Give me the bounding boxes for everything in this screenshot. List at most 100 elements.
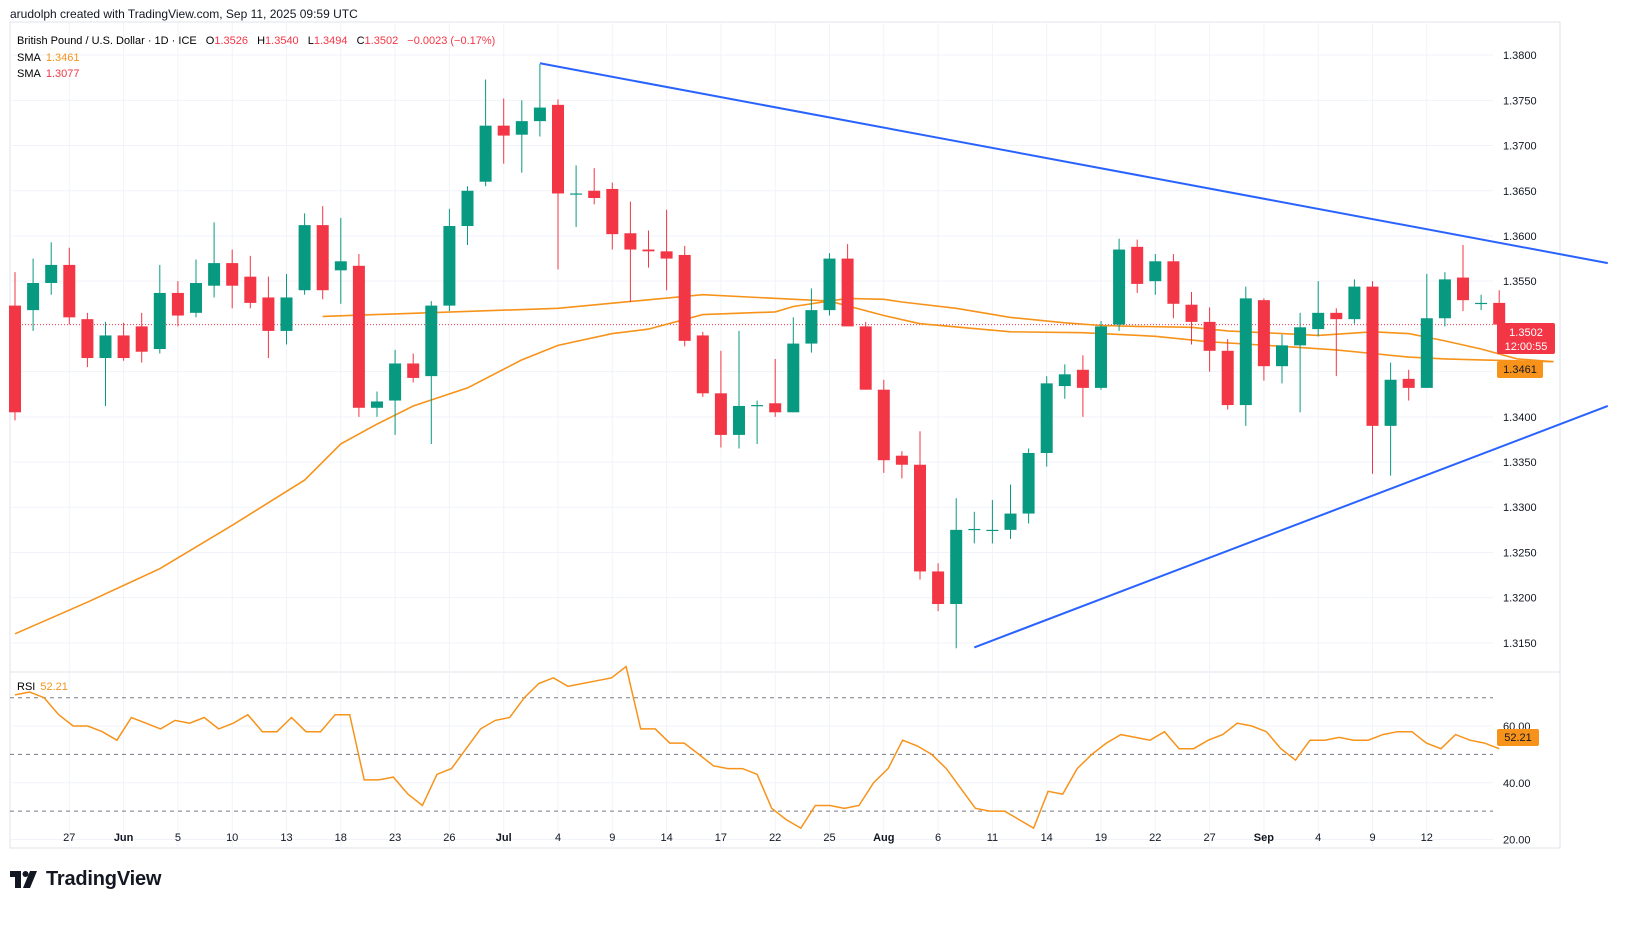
trendlines[interactable] (539, 62, 1609, 649)
candle (479, 79, 492, 187)
rsi-legend-value: 52.21 (40, 681, 68, 693)
candle-body (678, 254, 691, 341)
candle-body (443, 226, 456, 306)
candle-body (1203, 321, 1216, 351)
candle-body (950, 529, 963, 604)
time-tick-label: 10 (226, 832, 238, 844)
candle-body (262, 297, 275, 331)
candle (407, 353, 420, 383)
candle (1131, 239, 1144, 293)
candle-body (606, 188, 619, 235)
candle (986, 500, 999, 544)
candle (117, 322, 130, 361)
candle-body (1475, 302, 1488, 305)
upper-trendline (539, 62, 1608, 265)
tradingview-logo-icon (10, 870, 37, 888)
candle-body (1185, 304, 1198, 322)
time-tick-label: 14 (660, 832, 672, 844)
candle-body (1493, 302, 1506, 325)
candle-body (533, 107, 546, 122)
candle-body (1149, 261, 1162, 282)
candle-body (751, 405, 764, 407)
time-tick-label: 26 (443, 832, 455, 844)
candle (606, 182, 619, 250)
candle-body (570, 193, 583, 195)
candle (1348, 279, 1361, 324)
candle (1149, 254, 1162, 295)
time-tick-label: 18 (335, 832, 347, 844)
candle (1095, 320, 1107, 390)
candle-body (226, 263, 239, 286)
candle-body (1457, 277, 1469, 301)
legend-change: −0.0023 (−0.17%) (407, 35, 495, 47)
legend-sma2-value: 1.3077 (46, 68, 80, 80)
legend-line: British Pound / U.S. Dollar · 1D · ICE O… (17, 35, 495, 47)
candle (1438, 272, 1451, 327)
candle (1022, 448, 1035, 524)
candle (787, 317, 800, 413)
price-tick-label: 1.3800 (1503, 50, 1537, 62)
chart-frame (9, 21, 1561, 849)
candle (570, 165, 583, 227)
price-tick-label: 1.3200 (1503, 593, 1537, 605)
candle-body (841, 258, 854, 327)
candle-body (171, 292, 184, 316)
rsi-tick-label: 20.00 (1503, 834, 1531, 846)
candles (9, 64, 1506, 649)
candle-body (1113, 249, 1126, 325)
candle-body (624, 233, 637, 250)
tradingview-logo-text: TradingView (46, 868, 162, 890)
candle-body (190, 282, 202, 313)
candle-body (316, 225, 329, 291)
time-tick-label: Jul (496, 832, 512, 844)
time-tick-label: 25 (823, 832, 835, 844)
candle-body (552, 104, 564, 194)
candle (425, 301, 438, 444)
candle-body (1257, 300, 1270, 367)
candle (678, 245, 691, 347)
candle (45, 242, 58, 295)
candle (226, 249, 239, 309)
candle (805, 288, 818, 353)
candle-body (859, 326, 872, 390)
candle (1420, 273, 1433, 388)
candle-body (733, 405, 745, 435)
time-tick-label: 5 (175, 832, 181, 844)
candle-body (1294, 327, 1307, 346)
candle (1004, 484, 1017, 539)
last-price-badge: 1.3502 12:00:55 (1497, 323, 1555, 354)
candle-body (1348, 286, 1361, 320)
time-tick-label: 27 (63, 832, 75, 844)
time-tick-label: 9 (609, 832, 615, 844)
candle (1076, 355, 1089, 417)
time-tick-label: 14 (1041, 832, 1053, 844)
candle (588, 168, 601, 205)
candle (515, 100, 528, 173)
candle (443, 208, 456, 312)
candle-body (1239, 298, 1252, 406)
candle-body (714, 393, 727, 435)
candle-body (696, 335, 709, 394)
candle (1167, 254, 1180, 319)
candle-body (1276, 345, 1288, 367)
candle-body (479, 125, 492, 182)
candle (280, 273, 293, 345)
candle (1040, 376, 1053, 467)
axes: 1.3800 1.3750 1.3700 1.3650 1.3600 1.3550 1.34… (63, 50, 1536, 846)
candle-body (63, 264, 76, 318)
candle (1276, 334, 1288, 384)
candle-body (389, 363, 402, 401)
legend-sma1: SMA 1.3461 (17, 52, 80, 64)
candle (1113, 238, 1126, 331)
candle (334, 217, 347, 304)
candle-body (515, 121, 528, 135)
candle-body (660, 251, 673, 259)
price-tick-label: 1.3650 (1503, 186, 1537, 198)
tradingview-logo[interactable]: TradingView (10, 868, 161, 891)
candle-body (244, 276, 257, 303)
candle-body (117, 335, 130, 359)
candle-body (1366, 286, 1379, 426)
candle-body (280, 297, 293, 331)
price-tick-label: 1.3700 (1503, 141, 1537, 153)
